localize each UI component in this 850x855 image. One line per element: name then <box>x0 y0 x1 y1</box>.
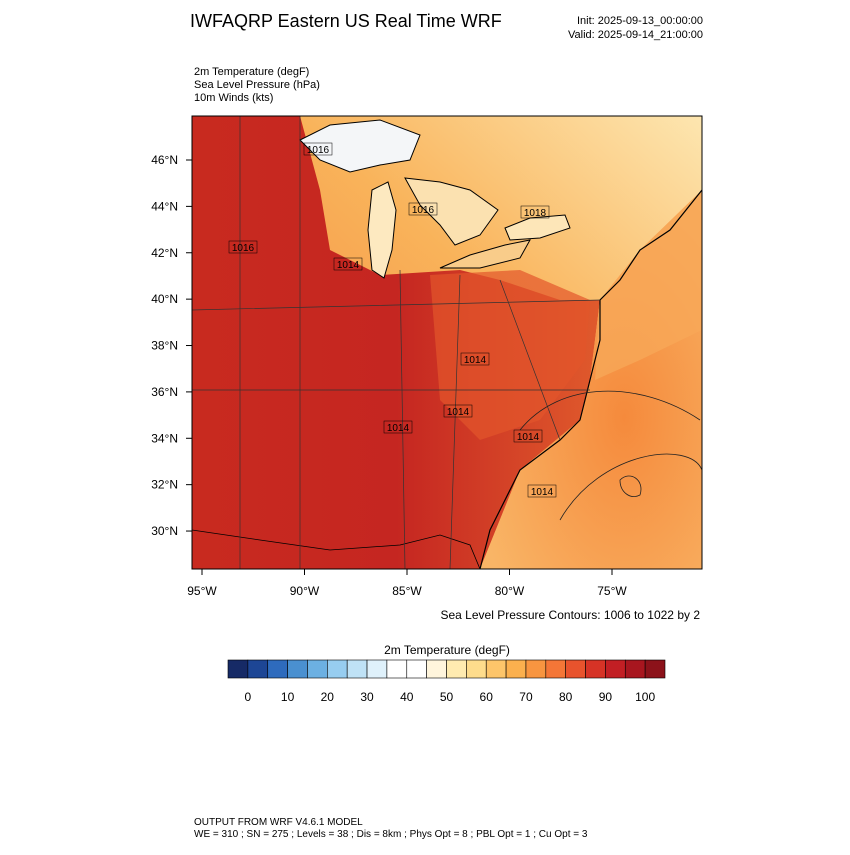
isobar-label-box <box>383 420 413 434</box>
init-time: Init: 2025-09-13_00:00:00 <box>577 15 703 27</box>
contour-note: Sea Level Pressure Contours: 1006 to 102… <box>441 608 701 622</box>
isobar-label: 1014 <box>464 355 487 366</box>
map-frame <box>191 115 703 570</box>
title: IWFAQRP Eastern US Real Time WRF <box>190 11 502 31</box>
colorbar-box <box>505 659 527 679</box>
colorbar-label: 60 <box>480 690 494 704</box>
colorbar-box <box>406 659 427 679</box>
colorbar-label: 50 <box>440 690 454 704</box>
colorbar-box <box>545 659 566 679</box>
isobar-label: 1014 <box>447 407 470 418</box>
lat-tick-label: 46°N <box>151 153 178 167</box>
colorbar-box <box>585 659 606 679</box>
colorbar-box <box>227 659 249 679</box>
colorbar-box <box>287 659 308 679</box>
colorbar-box <box>267 659 288 679</box>
lat-tick-label: 32°N <box>151 478 178 492</box>
isobar-label-box <box>228 240 258 254</box>
lon-tick-label: 95°W <box>187 584 217 598</box>
colorbar-box <box>644 659 666 679</box>
colorbar-label: 40 <box>400 690 414 704</box>
colorbar-label: 20 <box>321 690 335 704</box>
lon-tick-label: 85°W <box>392 584 422 598</box>
colorbar-box <box>525 659 547 679</box>
colorbar-box <box>565 659 586 679</box>
isobar-label-box <box>443 404 473 418</box>
isobar-label-box <box>333 257 363 271</box>
colorbar-box <box>327 659 348 679</box>
lon-tick-label: 80°W <box>495 584 525 598</box>
colorbar-box <box>426 659 447 679</box>
colorbar-box <box>624 659 646 679</box>
colorbar-label: 30 <box>360 690 374 704</box>
colorbar-box <box>485 659 507 679</box>
colorbar-label: 70 <box>519 690 533 704</box>
isobar-label: 1018 <box>524 208 547 219</box>
colorbar-box <box>605 659 626 679</box>
colorbar-box <box>446 659 467 679</box>
colorbar-label: 90 <box>599 690 613 704</box>
lat-tick-label: 30°N <box>151 524 178 538</box>
colorbar-box <box>466 659 487 679</box>
isobar-label: 1016 <box>412 205 435 216</box>
lat-tick-label: 36°N <box>151 385 178 399</box>
isobar-label-box <box>460 352 490 366</box>
colorbar-label: 100 <box>635 690 655 704</box>
isobar-label: 1014 <box>517 432 540 443</box>
lon-tick-label: 75°W <box>597 584 627 598</box>
field-label: 2m Temperature (degF) <box>194 66 309 78</box>
colorbar-label: 0 <box>245 690 252 704</box>
lon-tick-label: 90°W <box>290 584 320 598</box>
isobar-label: 1016 <box>232 243 255 254</box>
isobar-label-box <box>408 202 438 216</box>
field-label: Sea Level Pressure (hPa) <box>194 79 320 91</box>
colorbar-box <box>307 659 328 679</box>
lat-tick-label: 40°N <box>151 292 178 306</box>
isobar-label-box <box>303 142 333 156</box>
colorbar-box <box>386 659 408 679</box>
field-label: 10m Winds (kts) <box>194 92 273 104</box>
footer-line: OUTPUT FROM WRF V4.6.1 MODEL <box>194 817 363 828</box>
lat-tick-label: 44°N <box>151 199 178 213</box>
colorbar-title: 2m Temperature (degF) <box>384 643 510 657</box>
lat-tick-label: 42°N <box>151 246 178 260</box>
lat-tick-label: 38°N <box>151 339 178 353</box>
colorbar-label: 80 <box>559 690 573 704</box>
valid-time: Valid: 2025-09-14_21:00:00 <box>568 29 703 41</box>
colorbar-label: 10 <box>281 690 295 704</box>
isobar-label-box <box>520 205 550 219</box>
isobar-label: 1014 <box>387 423 410 434</box>
colorbar-box <box>346 659 368 679</box>
isobar-label: 1014 <box>531 487 554 498</box>
isobar-label: 1014 <box>337 260 360 271</box>
footer-line: WE = 310 ; SN = 275 ; Levels = 38 ; Dis … <box>194 829 588 840</box>
isobar-label: 1016 <box>307 145 330 156</box>
isobar-label-box <box>527 484 557 498</box>
map-field <box>192 116 702 569</box>
colorbar-box <box>366 659 388 679</box>
colorbar-box <box>247 659 269 679</box>
lat-tick-label: 34°N <box>151 431 178 445</box>
isobar-label-box <box>513 429 543 443</box>
